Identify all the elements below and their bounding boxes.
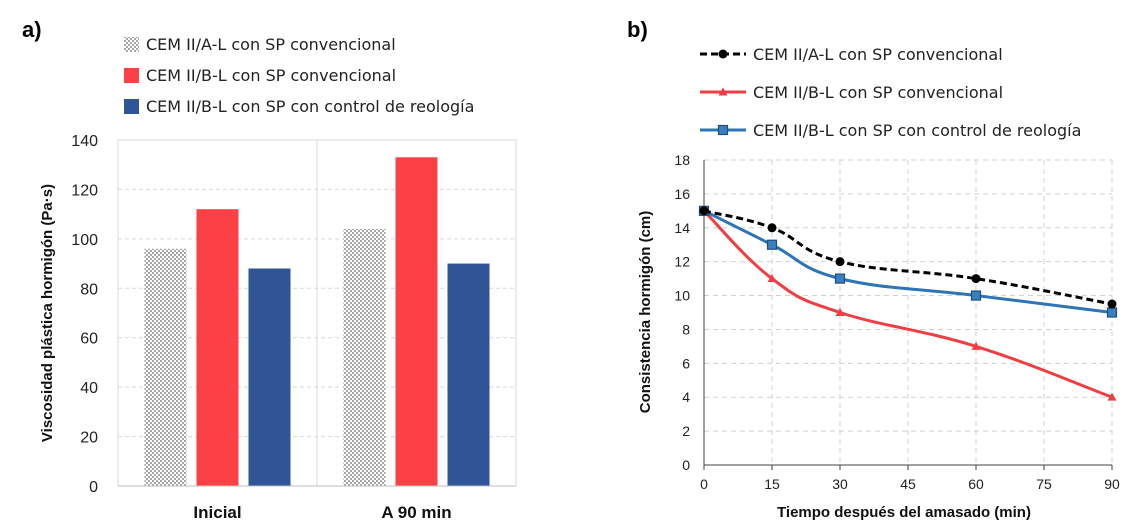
panel-b-x-tick-label: 60 [968, 476, 984, 492]
panel-b-x-tick-label: 0 [700, 476, 708, 492]
panel-b-y-tick-label: 12 [674, 254, 690, 270]
panel-b-y-tick-labels: 0 2 4 6 8 10 12 14 16 18 [674, 152, 690, 473]
panel-b-x-tick-label: 30 [832, 476, 848, 492]
panel-b-label: b) [627, 17, 648, 42]
panel-a-y-axis-title: Viscosidad plástica hormigón (Pa·s) [39, 184, 56, 442]
panel-b-y-tick-label: 8 [682, 321, 690, 337]
panel-a-y-tick-label: 0 [89, 479, 98, 496]
data-point [1106, 307, 1118, 318]
series-line [703, 209, 1113, 314]
panel-b-legend: CEM II/A-L con SP convencional CEM II/B-L… [700, 45, 1081, 140]
panel-b-y-tick-label: 4 [682, 389, 690, 405]
data-point [718, 87, 728, 96]
panel-a-y-tick-label: 60 [80, 331, 98, 348]
data-point [1107, 392, 1117, 401]
panel-a-y-tick-label: 20 [80, 430, 98, 447]
legend-label: CEM II/A-L con SP convencional [753, 45, 1003, 64]
data-point [834, 273, 846, 284]
legend-swatch [124, 68, 139, 83]
bar [248, 268, 291, 486]
data-point [835, 307, 845, 316]
panel-a-y-tick-label: 120 [71, 182, 98, 199]
panel-b-y-tick-label: 18 [674, 152, 690, 168]
bar [395, 157, 438, 487]
panel-a-bars [144, 157, 490, 487]
legend-swatch [124, 99, 139, 114]
series-line [702, 209, 1113, 399]
panel-a-y-tick-labels: 0 20 40 60 80 100 120 140 [71, 133, 98, 496]
legend-label: CEM II/B-L con SP convencional [146, 66, 396, 85]
data-point [971, 274, 981, 284]
bar [343, 228, 386, 486]
data-point [699, 206, 709, 216]
legend-label: CEM II/A-L con SP convencional [146, 35, 396, 54]
legend-swatch [124, 37, 139, 52]
panel-a-y-tick-label: 100 [71, 232, 98, 249]
legend-label: CEM II/B-L con SP con control de reologí… [753, 121, 1081, 140]
bar [196, 209, 239, 486]
panel-b-x-axis-title: Tiempo después del amasado (min) [777, 504, 1031, 521]
panel-a-category-label: Inicial [193, 503, 241, 522]
panel-b-x-tick-labels: 0 15 30 45 60 75 90 [700, 465, 1120, 492]
panel-b-x-tick-label: 90 [1104, 476, 1120, 492]
data-point [1107, 299, 1117, 309]
bar [447, 263, 490, 486]
panel-b-x-tick-label: 15 [764, 476, 780, 492]
data-point [766, 239, 778, 250]
legend-label: CEM II/B-L con SP convencional [753, 83, 1003, 102]
panel-b-y-axis-title: Consistencia hormigón (cm) [637, 211, 654, 414]
panel-a-category-label: A 90 min [381, 503, 451, 522]
series-line [703, 209, 1113, 306]
panel-b-gridlines [704, 159, 1113, 465]
data-point [767, 223, 777, 233]
panel-b-series [698, 205, 1118, 401]
panel-b-y-tick-label: 2 [682, 423, 690, 439]
data-point [835, 257, 845, 267]
panel-a-category-labels: Inicial A 90 min [193, 503, 451, 522]
panel-b-y-tick-label: 0 [682, 457, 690, 473]
panel-b-y-tick-label: 16 [674, 186, 690, 202]
panel-b-y-tick-label: 6 [682, 355, 690, 371]
data-point [718, 49, 728, 59]
panel-a-legend: CEM II/A-L con SP convencional CEM II/B-L… [124, 35, 474, 116]
panel-a-y-tick-label: 140 [71, 133, 98, 150]
panel-b-y-tick-label: 10 [674, 288, 690, 304]
panel-b-y-tick-label: 14 [674, 220, 690, 236]
data-point [970, 290, 982, 301]
panel-a-y-tick-label: 80 [80, 281, 98, 298]
panel-a-label: a) [22, 17, 42, 42]
panel-b-x-tick-label: 75 [1036, 476, 1052, 492]
data-point [971, 341, 981, 350]
data-point [717, 124, 729, 136]
panel-a-y-tick-label: 40 [80, 380, 98, 397]
panel-b-x-tick-label: 45 [900, 476, 916, 492]
legend-label: CEM II/B-L con SP con control de reologí… [146, 97, 474, 116]
bar [144, 248, 187, 486]
data-point [767, 274, 777, 283]
